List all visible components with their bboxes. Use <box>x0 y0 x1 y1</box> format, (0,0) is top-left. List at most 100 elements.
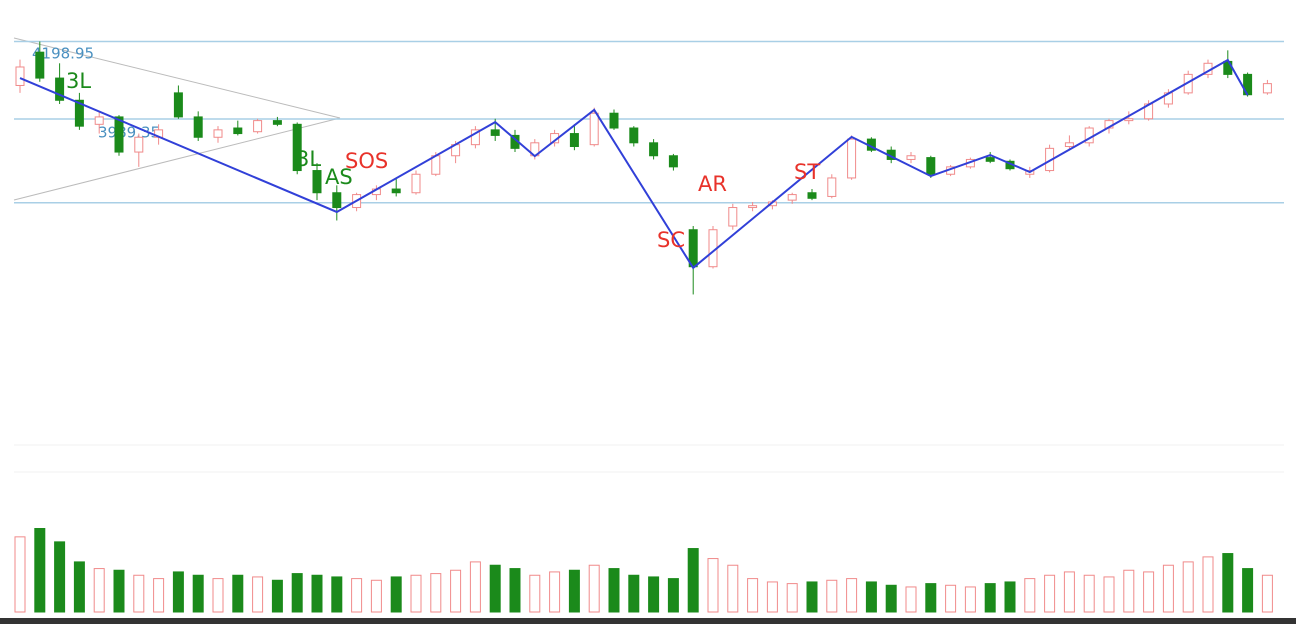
volume-bar <box>271 579 283 613</box>
candle-body <box>114 116 124 153</box>
candle-body <box>609 112 619 129</box>
volume-bar <box>1143 571 1155 613</box>
annotation: SOS <box>345 149 388 173</box>
candle-body <box>233 127 243 135</box>
volume-bar <box>14 536 26 613</box>
volume-bar <box>865 581 877 613</box>
volume-bar <box>370 579 382 613</box>
candle-body <box>213 129 223 138</box>
volume-bar <box>608 568 620 613</box>
volume-bar <box>806 581 818 613</box>
volume-bar <box>1182 561 1194 613</box>
volume-bar <box>905 586 917 613</box>
candle-body <box>1262 83 1272 94</box>
candle-body <box>55 77 65 101</box>
candle-body <box>411 173 421 194</box>
bottom-bar <box>0 618 1296 624</box>
volume-bar <box>1063 571 1075 613</box>
volume-bar <box>390 576 402 613</box>
volume-bar <box>1103 576 1115 613</box>
volume-bar <box>73 561 85 613</box>
candle-body <box>985 157 995 162</box>
candle-body <box>272 120 282 125</box>
candle-body <box>827 177 837 197</box>
volume-bar <box>1202 556 1214 613</box>
candle-body <box>312 170 322 194</box>
volume-bar <box>1004 581 1016 613</box>
volume-bar <box>113 569 125 613</box>
annotation: 3L <box>66 69 91 93</box>
volume-bar <box>34 528 46 613</box>
candle-body <box>668 155 678 168</box>
volume-bar <box>707 558 719 613</box>
volume-bar <box>430 573 442 613</box>
volume-bar <box>153 578 165 613</box>
volume-bar <box>1123 569 1135 613</box>
volume-bar <box>311 574 323 613</box>
volume-bar <box>1044 574 1056 613</box>
volume-bar <box>964 586 976 613</box>
volume-bar <box>747 578 759 613</box>
volume-bar <box>172 571 184 613</box>
volume-bar <box>885 584 897 613</box>
volume-bar <box>489 564 501 613</box>
volume-bar <box>291 573 303 613</box>
volume-bar <box>252 576 264 613</box>
volume-bar <box>786 583 798 613</box>
volume-bar <box>687 548 699 613</box>
volume-bar <box>648 576 660 613</box>
candle-body <box>847 138 857 179</box>
candle-body <box>807 192 817 199</box>
volume-bar <box>133 574 145 613</box>
zigzag-line <box>19 58 1249 270</box>
candle-body <box>1064 142 1074 148</box>
volume-bar <box>469 561 481 613</box>
candle-body <box>748 205 758 209</box>
volume-bar <box>450 569 462 613</box>
volume-bar <box>351 578 363 613</box>
volume-bar <box>1162 564 1174 613</box>
candle-body <box>15 66 25 86</box>
annotation: ST <box>794 160 820 184</box>
candle-body <box>253 120 263 133</box>
candle-body <box>332 192 342 209</box>
volume-bar <box>766 581 778 613</box>
candle-body <box>134 136 144 153</box>
volume-bar <box>945 584 957 613</box>
annotation: AR <box>698 172 727 196</box>
candle-body <box>906 155 916 160</box>
candle-body <box>589 112 599 146</box>
annotation: AS <box>325 165 353 189</box>
candle-body <box>173 92 183 118</box>
candle-body <box>629 127 639 144</box>
volume-bar <box>1242 568 1254 613</box>
candle-body <box>569 133 579 148</box>
candle-body <box>787 194 797 201</box>
volume-bar <box>93 568 105 613</box>
volume-bar <box>1261 574 1273 613</box>
candle-body <box>391 188 401 194</box>
candle-body <box>926 157 936 175</box>
volume-bar <box>846 578 858 613</box>
volume-bar <box>549 571 561 613</box>
candle-body <box>728 207 738 227</box>
volume-bar <box>192 574 204 613</box>
candle-body <box>35 51 45 79</box>
volume-bar <box>509 568 521 613</box>
candle-body <box>74 99 84 127</box>
level-label: 3989.35 <box>98 124 160 142</box>
candle-body <box>688 229 698 268</box>
volume-bar <box>568 569 580 613</box>
volume-bar <box>1024 578 1036 613</box>
volume-bar <box>727 564 739 613</box>
candle-body <box>470 129 480 146</box>
annotation: SC <box>657 228 685 252</box>
triangle-line <box>13 37 341 119</box>
volume-bar <box>667 578 679 613</box>
candle-body <box>649 142 659 157</box>
volume-bar <box>588 564 600 613</box>
volume-bar <box>1222 553 1234 613</box>
candle-body <box>292 123 302 172</box>
level-label: 4198.95 <box>32 45 94 63</box>
